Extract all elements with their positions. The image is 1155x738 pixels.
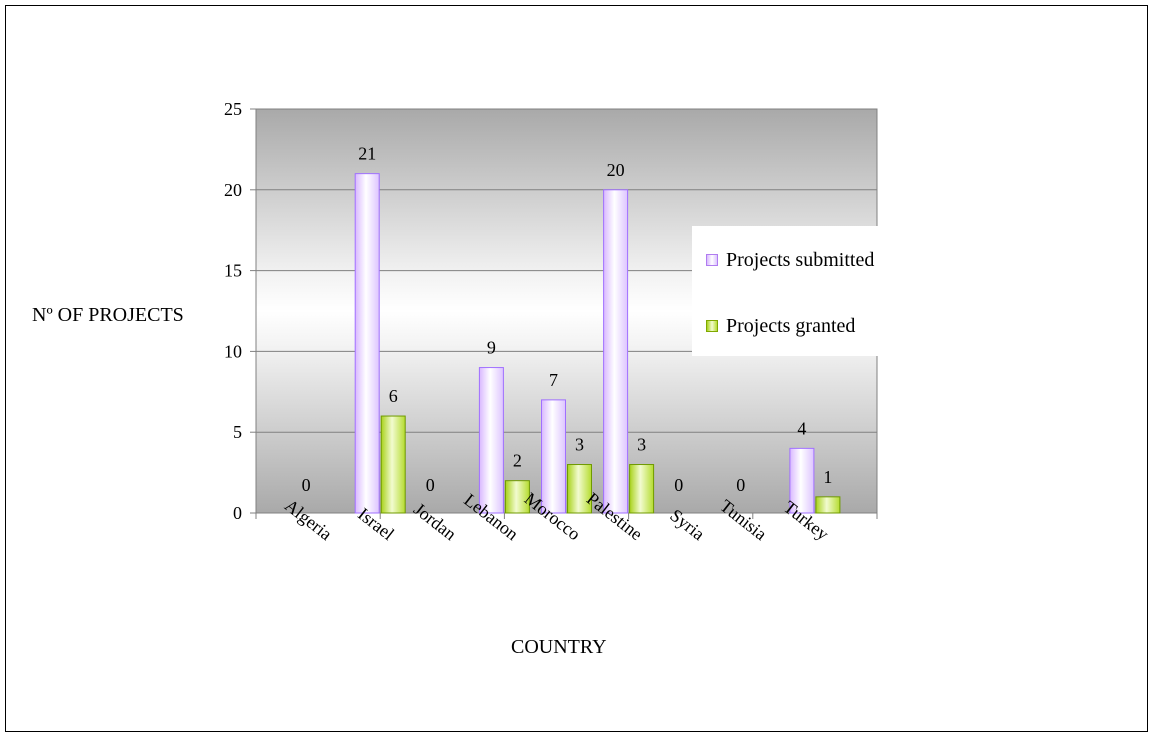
bar-submitted-lebanon — [478, 367, 504, 514]
data-labels: 0 21 6 0 9 2 7 3 20 3 0 0 4 1 — [302, 144, 833, 495]
y-tick-labels: 0 5 10 15 20 25 — [224, 99, 242, 523]
legend-label-submitted: Projects submitted — [726, 248, 875, 271]
bar-granted-palestine — [629, 464, 655, 514]
data-label: 2 — [513, 451, 522, 471]
legend-item-submitted: Projects submitted — [706, 248, 874, 272]
y-tick-label: 0 — [233, 503, 242, 523]
y-tick-label: 25 — [224, 99, 242, 119]
data-label: 4 — [797, 418, 806, 438]
data-label: 0 — [736, 475, 745, 495]
legend-swatch-granted — [706, 320, 718, 332]
x-axis-title: COUNTRY — [511, 636, 607, 658]
bars — [354, 173, 841, 514]
data-label: 7 — [549, 370, 558, 390]
data-label: 9 — [487, 338, 496, 358]
legend: Projects submitted Projects granted — [692, 226, 932, 356]
data-label: 21 — [358, 144, 376, 164]
legend-item-granted: Projects granted — [706, 314, 855, 338]
bar-submitted-turkey — [789, 447, 815, 514]
bar-granted-lebanon — [504, 480, 530, 514]
legend-label-granted: Projects granted — [726, 314, 856, 337]
y-tick-label: 5 — [233, 422, 242, 442]
bar-granted-morocco — [567, 464, 592, 514]
bar-granted-israel — [380, 415, 406, 514]
bar-submitted-morocco — [541, 399, 566, 514]
legend-swatch-submitted — [706, 254, 718, 266]
bar-submitted-palestine — [603, 189, 629, 514]
data-label: 0 — [302, 475, 311, 495]
data-label: 1 — [823, 467, 832, 487]
bar-submitted-israel — [354, 173, 380, 514]
data-label: 3 — [575, 435, 584, 455]
y-tick-label: 10 — [224, 341, 242, 361]
data-label: 6 — [389, 386, 398, 406]
data-label: 20 — [607, 160, 625, 180]
bar-granted-turkey — [815, 496, 841, 514]
chart-frame: 0 5 10 15 20 25 0 21 6 0 9 2 7 3 20 3 0 0 4 1 Algeria Israe… — [5, 5, 1148, 732]
data-label: 0 — [426, 475, 435, 495]
y-axis-title: Nº OF PROJECTS — [32, 304, 184, 326]
y-tick-label: 15 — [224, 261, 242, 281]
y-tick-label: 20 — [224, 180, 242, 200]
data-label: 3 — [637, 435, 646, 455]
data-label: 0 — [674, 475, 683, 495]
